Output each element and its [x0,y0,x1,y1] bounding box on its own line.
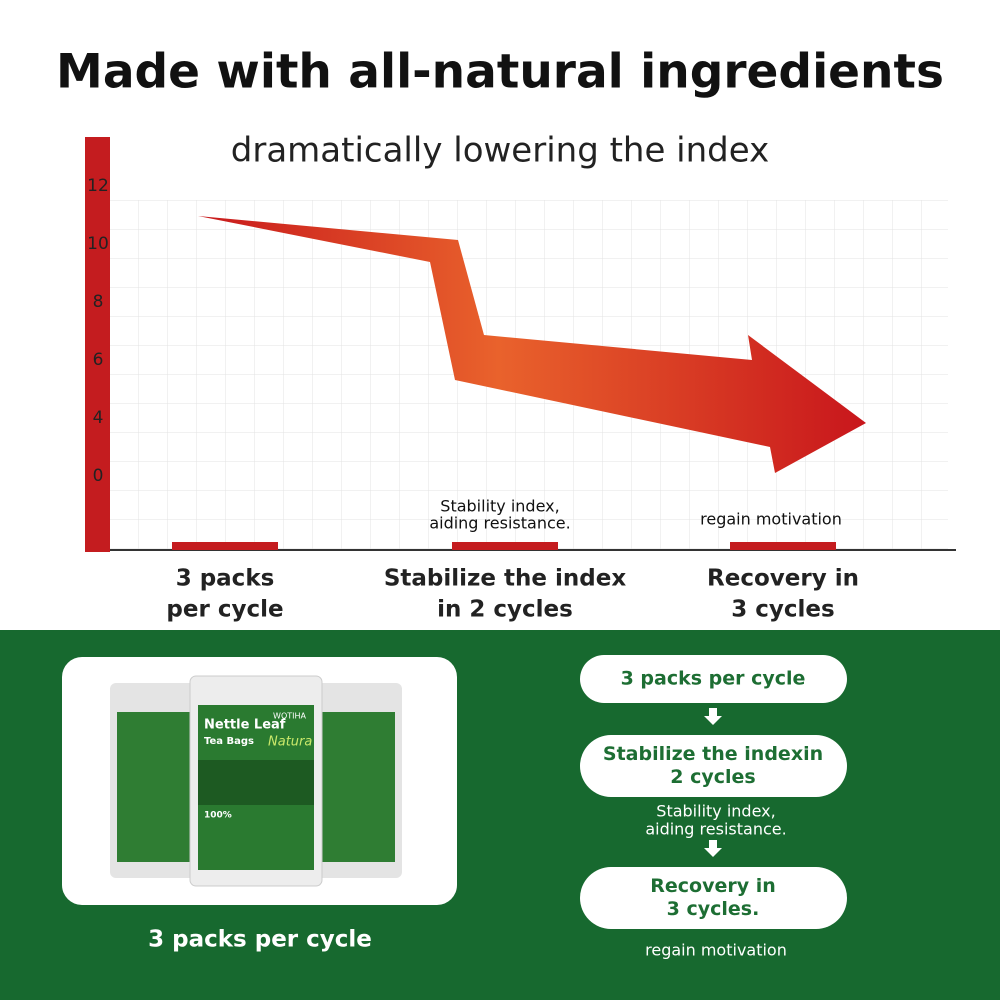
title: Made with all-natural ingredients [56,45,944,100]
step-bar [730,542,836,550]
step-note: aiding resistance. [429,514,570,533]
steps: 3 packs per cycle Stabilize the index in 2 … [166,497,859,623]
step-note: regain motivation [700,510,842,529]
step-bar [452,542,558,550]
product-caption: 3 packs per cycle [148,927,372,953]
flow-pill [580,867,847,929]
packages: WOTIHA Nettle Leaf Tea Bags Natura 100% [110,675,402,887]
step-label: Recovery in [707,566,859,592]
flow-label: Recovery in [650,875,776,897]
axis-bar [85,137,110,552]
flow-note: Stability index, [656,802,775,821]
flow-pill [580,735,847,797]
product-sub: Tea Bags [204,736,254,747]
subtitle: dramatically lowering the index [231,131,769,171]
brand: WOTIHA [273,712,306,721]
step-label: per cycle [166,597,283,623]
badge: 100% [204,811,232,821]
y-tick-label: 4 [93,408,104,428]
y-tick-label: 8 [93,292,104,312]
y-tick-label: 6 [93,350,104,370]
y-ticks: 12 10 8 6 4 0 [87,176,109,486]
flow-pill [580,655,847,703]
step-label: 3 packs [176,566,275,592]
product-name: Nettle Leaf [204,718,286,733]
flow-label: Stabilize the indexin [603,743,823,765]
package-face [315,712,395,862]
flow-label: 3 cycles. [667,898,760,920]
flow-arrow [704,840,722,857]
y-tick-label: 10 [87,234,109,254]
flow-note: regain motivation [645,941,787,960]
step-label: in 2 cycles [437,597,573,623]
trend-arrow [198,216,866,473]
flow-note: aiding resistance. [645,820,786,839]
step-note: Stability index, [440,497,559,516]
step-label: Stabilize the index [384,566,626,592]
flow: 3 packs per cycle Stabilize the indexin2 … [580,655,847,960]
leaves [198,760,314,805]
step-label: 3 cycles [731,597,834,623]
flow-label: 3 packs per cycle [621,668,806,690]
flow-arrow [704,708,722,725]
y-tick-label: 0 [93,466,104,486]
y-tick-label: 12 [87,176,109,196]
flow-label: 2 cycles [670,766,755,788]
product-script: Natura [268,735,312,750]
step-bar [172,542,278,550]
